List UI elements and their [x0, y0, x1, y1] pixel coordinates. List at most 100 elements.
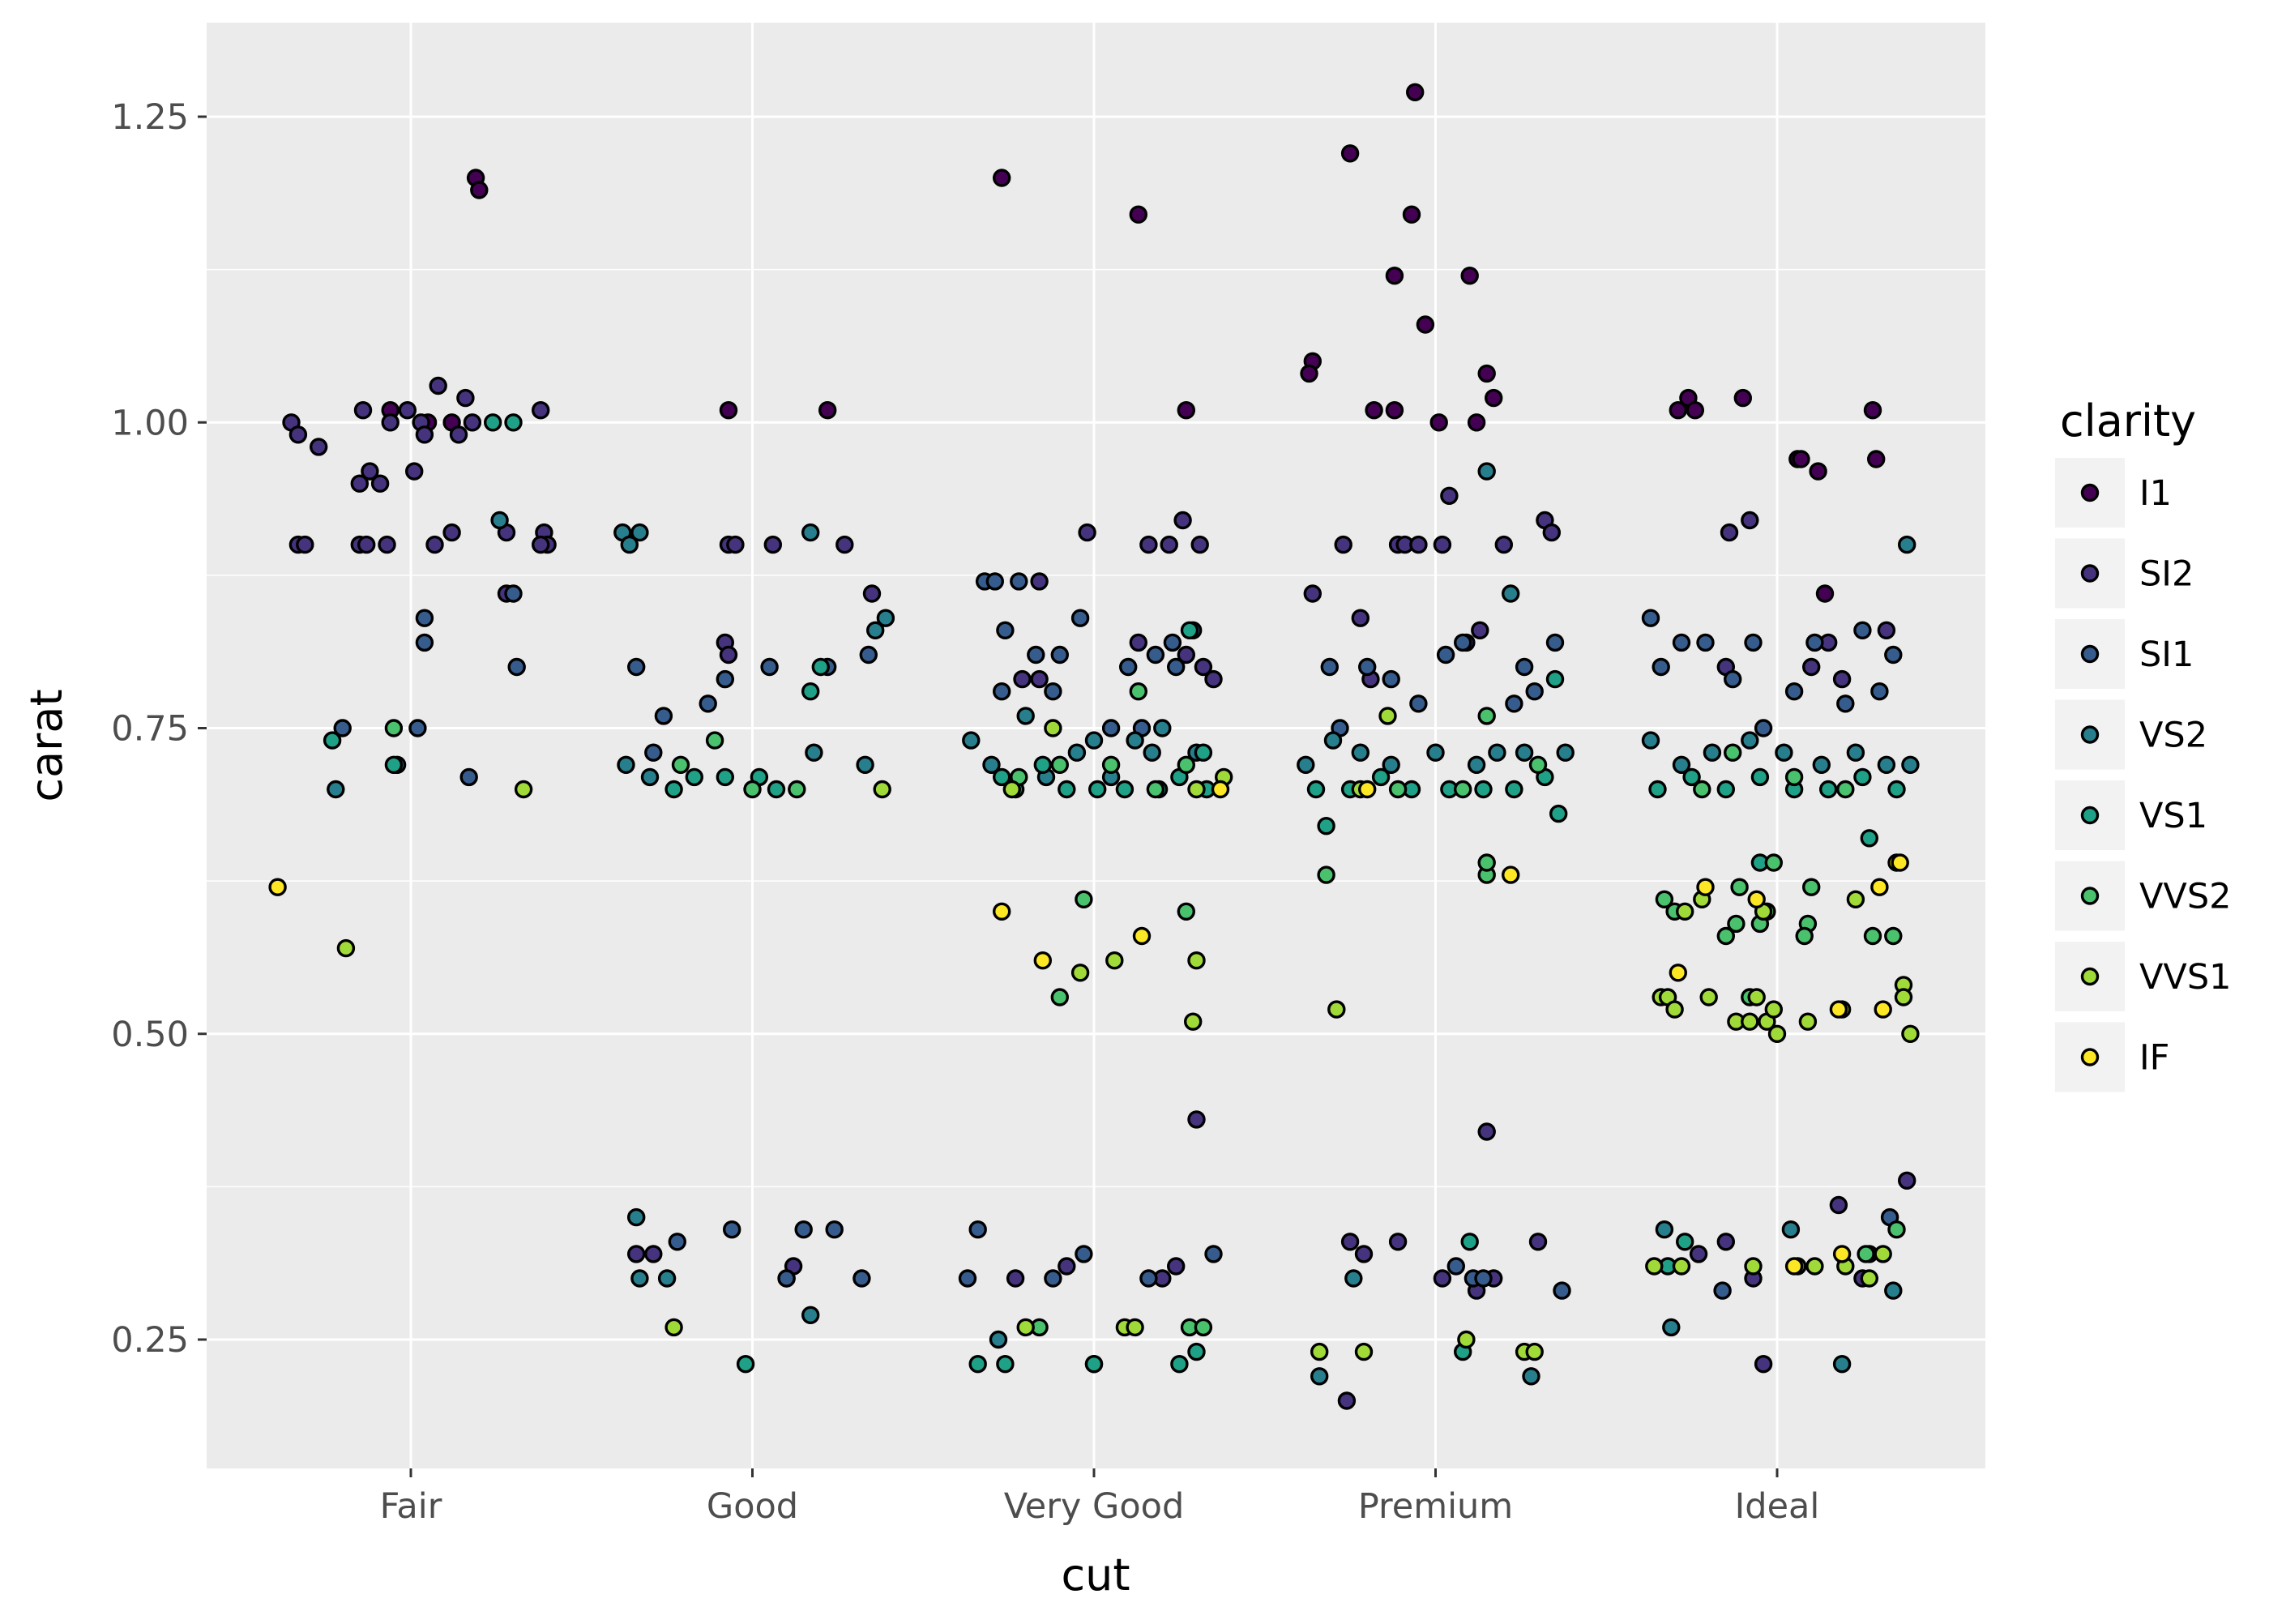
data-point-if — [1829, 1000, 1848, 1019]
data-point-si2 — [1409, 535, 1428, 554]
data-point-vvs1 — [1846, 890, 1865, 909]
data-point-if — [992, 902, 1011, 921]
data-point-vs2 — [1488, 743, 1506, 762]
data-point-if — [1669, 964, 1688, 982]
data-point-vvs2 — [1857, 1245, 1875, 1263]
data-point-i1 — [1686, 401, 1705, 420]
data-point-si2 — [353, 401, 373, 420]
data-point-vvs2 — [1194, 1318, 1213, 1337]
data-point-si1 — [699, 694, 717, 713]
data-point-if — [1033, 951, 1053, 970]
data-point-si1 — [1044, 682, 1062, 701]
data-point-vs1 — [801, 682, 820, 701]
data-point-si1 — [1515, 657, 1534, 677]
data-point-si1 — [1409, 694, 1428, 713]
data-point-si2 — [1829, 1195, 1848, 1215]
data-point-si2 — [463, 413, 482, 432]
data-point-vvs1 — [1105, 951, 1124, 970]
data-point-si2 — [1388, 1233, 1408, 1251]
data-point-si1 — [1446, 1257, 1466, 1276]
data-point-vs1 — [968, 1354, 987, 1374]
data-point-si2 — [1058, 1257, 1076, 1276]
data-point-i1 — [1429, 413, 1448, 432]
data-point-vvs1 — [1070, 964, 1090, 982]
data-point-vs2 — [1703, 743, 1722, 762]
data-point-vvs1 — [1002, 780, 1022, 799]
data-point-vs2 — [1344, 1269, 1363, 1288]
data-point-si2 — [1013, 669, 1032, 689]
data-point-i1 — [1385, 401, 1404, 420]
data-point-vvs2 — [705, 731, 724, 750]
data-point-vs2 — [1426, 743, 1445, 762]
data-point-si2 — [1877, 621, 1896, 639]
data-point-vvs2 — [1477, 707, 1496, 725]
data-point-si1 — [859, 645, 878, 665]
data-point-vvs2 — [1453, 780, 1472, 799]
data-point-vs2 — [490, 511, 509, 530]
data-point-vs1 — [1180, 621, 1199, 639]
data-point-vvs2 — [1693, 780, 1711, 799]
data-point-si1 — [1204, 1245, 1223, 1263]
data-point-si2 — [1204, 669, 1223, 689]
data-point-i1 — [1815, 584, 1835, 603]
data-point-vvs1 — [1187, 780, 1206, 799]
data-point-si1 — [1357, 657, 1377, 677]
data-point-si2 — [415, 425, 434, 444]
data-point-i1 — [1365, 401, 1383, 420]
data-point-if — [1501, 865, 1520, 884]
data-point-si2 — [405, 462, 424, 481]
data-point-si2 — [1337, 1391, 1357, 1410]
data-point-vs1 — [996, 1354, 1015, 1374]
data-point-si1 — [415, 609, 434, 627]
data-point-si2 — [1477, 1122, 1496, 1141]
data-point-vs2 — [1143, 743, 1161, 762]
data-point-si2 — [644, 1245, 663, 1263]
data-point-vs2 — [1832, 1354, 1852, 1374]
data-point-vvs2 — [1177, 755, 1196, 774]
data-point-i1 — [1129, 205, 1148, 224]
data-point-vs2 — [1016, 707, 1035, 725]
data-point-si2 — [1187, 1110, 1206, 1129]
data-point-si1 — [644, 743, 663, 762]
data-point-si2 — [1139, 535, 1158, 554]
data-point-vs2 — [1323, 731, 1343, 750]
data-point-vvs2 — [1727, 914, 1746, 934]
data-point-vs1 — [384, 755, 404, 774]
x-tick-label: Fair — [380, 1486, 442, 1527]
data-point-si2 — [288, 425, 308, 444]
data-point-vvs1 — [1894, 988, 1913, 1006]
data-point-vs1 — [1545, 669, 1565, 689]
data-point-vs1 — [992, 767, 1011, 787]
data-point-vvs2 — [1723, 743, 1742, 762]
data-point-si1 — [654, 707, 673, 725]
data-point-i1 — [1405, 83, 1425, 102]
data-point-si2 — [1303, 584, 1323, 603]
data-point-vvs1 — [1874, 1245, 1892, 1263]
data-point-i1 — [992, 169, 1011, 187]
data-point-si1 — [1784, 682, 1804, 701]
data-point-si2 — [627, 1245, 646, 1263]
data-point-vvs2 — [1801, 878, 1821, 896]
data-point-vvs1 — [664, 1318, 683, 1337]
data-point-si1 — [992, 682, 1011, 701]
data-point-vvs1 — [1764, 1000, 1784, 1019]
data-point-si1 — [1870, 682, 1889, 701]
data-point-si1 — [1075, 1245, 1093, 1263]
legend-label: I1 — [2139, 473, 2172, 514]
data-point-vvs1 — [1741, 1012, 1759, 1031]
data-point-vs2 — [640, 767, 660, 787]
data-point-si2 — [1030, 669, 1049, 689]
data-point-vvs2 — [788, 780, 806, 799]
data-point-if — [1870, 878, 1889, 896]
data-point-vs1 — [1317, 817, 1335, 836]
data-point-if — [1132, 926, 1152, 946]
data-point-vs1 — [504, 413, 523, 432]
data-points — [268, 83, 1920, 1410]
data-point-si2 — [381, 413, 400, 432]
data-point-vs2 — [1655, 1220, 1674, 1239]
data-point-vs1 — [1648, 780, 1667, 799]
data-point-vvs2 — [1795, 926, 1814, 946]
data-point-if — [1784, 1257, 1804, 1276]
data-point-i1 — [1477, 364, 1496, 383]
data-point-vs1 — [1460, 1233, 1479, 1251]
